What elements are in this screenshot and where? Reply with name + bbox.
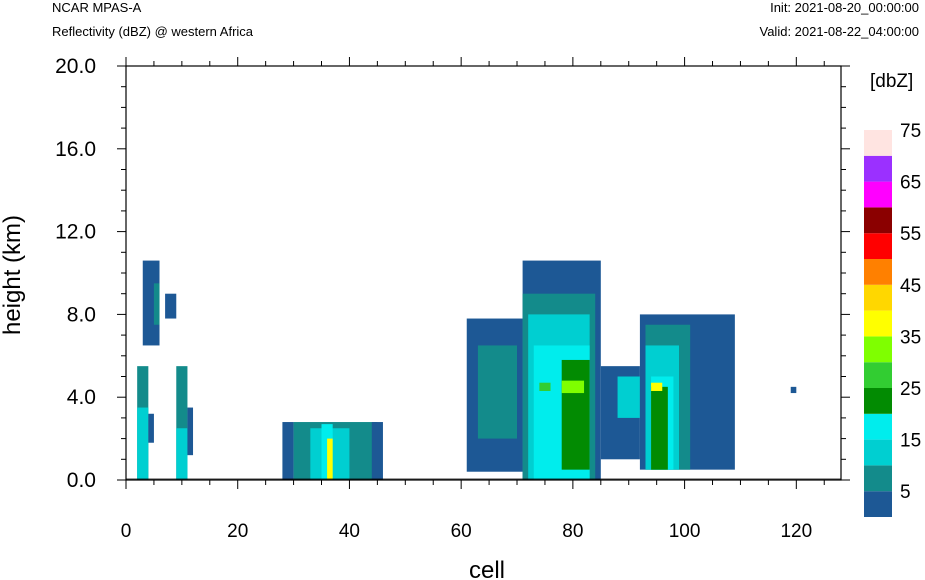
x-tick-label: 0 bbox=[121, 521, 132, 542]
y-axis-ticks: 0.0 4.0 8.0 12.0 16.0 20.0 bbox=[55, 55, 850, 492]
colorbar-tick-label: 65 bbox=[900, 173, 921, 194]
colorbar-swatch bbox=[864, 259, 892, 285]
init-time: Init: 2021-08-20_00:00:00 bbox=[770, 0, 919, 15]
colorbar-tick-label: 75 bbox=[900, 121, 921, 142]
colorbar-swatch bbox=[864, 465, 892, 492]
colorbar: 5 15 25 35 45 55 65 75 bbox=[864, 121, 921, 517]
colorbar-swatch bbox=[864, 233, 892, 259]
reflectivity-cells bbox=[137, 260, 797, 480]
y-tick-label: 0.0 bbox=[67, 469, 96, 492]
x-tick-label: 100 bbox=[669, 521, 701, 542]
y-tick-label: 16.0 bbox=[55, 138, 96, 161]
x-tick-label: 40 bbox=[339, 521, 360, 542]
x-tick-label: 80 bbox=[562, 521, 583, 542]
colorbar-tick-label: 45 bbox=[900, 276, 921, 297]
colorbar-tick-label: 25 bbox=[900, 379, 921, 400]
colorbar-swatch bbox=[864, 336, 892, 363]
x-axis-label: cell bbox=[469, 557, 505, 580]
plot-subtitle: Reflectivity (dBZ) @ western Africa bbox=[52, 24, 254, 39]
echo-cell bbox=[137, 407, 149, 480]
echo-cell bbox=[153, 283, 160, 325]
echo-cell bbox=[165, 293, 177, 319]
x-axis-ticks: 0 20 40 60 80 100 120 bbox=[121, 57, 825, 542]
echo-cell bbox=[282, 422, 294, 480]
colorbar-swatch bbox=[864, 362, 892, 388]
colorbar-swatch bbox=[864, 491, 892, 517]
x-tick-label: 20 bbox=[227, 521, 248, 542]
echo-cell bbox=[371, 422, 383, 480]
colorbar-swatch bbox=[864, 439, 892, 466]
colorbar-swatch bbox=[864, 284, 892, 311]
echo-cell bbox=[148, 413, 154, 443]
y-tick-label: 4.0 bbox=[67, 386, 96, 409]
x-tick-label: 120 bbox=[780, 521, 812, 542]
echo-cell bbox=[539, 382, 551, 391]
colorbar-tick-label: 15 bbox=[900, 431, 921, 452]
echo-cell bbox=[561, 380, 585, 394]
echo-cell bbox=[176, 366, 188, 480]
echo-cell bbox=[176, 428, 188, 480]
model-title: NCAR MPAS-A bbox=[52, 0, 142, 15]
colorbar-swatch bbox=[864, 413, 892, 440]
y-axis-label: height (km) bbox=[0, 215, 26, 335]
colorbar-unit-label: [dbZ] bbox=[870, 71, 913, 92]
y-tick-label: 12.0 bbox=[55, 221, 96, 244]
echo-cell bbox=[617, 376, 640, 418]
colorbar-swatch bbox=[864, 181, 892, 208]
echo-cell bbox=[187, 407, 194, 456]
colorbar-tick-label: 5 bbox=[900, 482, 911, 503]
x-tick-label: 60 bbox=[451, 521, 472, 542]
valid-time: Valid: 2021-08-22_04:00:00 bbox=[759, 24, 920, 39]
colorbar-swatch bbox=[864, 310, 892, 337]
echo-cell bbox=[327, 438, 333, 480]
colorbar-tick-label: 55 bbox=[900, 224, 921, 245]
colorbar-tick-label: 35 bbox=[900, 327, 921, 348]
echo-cell bbox=[477, 345, 518, 439]
echo-cell bbox=[790, 386, 797, 394]
echo-cell bbox=[651, 386, 668, 470]
echo-cell bbox=[651, 382, 663, 391]
colorbar-swatch bbox=[864, 155, 892, 182]
y-tick-label: 20.0 bbox=[55, 55, 96, 78]
echo-cell bbox=[561, 359, 590, 470]
colorbar-swatch bbox=[864, 207, 892, 234]
y-tick-label: 8.0 bbox=[67, 303, 96, 326]
colorbar-swatch bbox=[864, 388, 892, 414]
colorbar-swatch bbox=[864, 130, 892, 156]
